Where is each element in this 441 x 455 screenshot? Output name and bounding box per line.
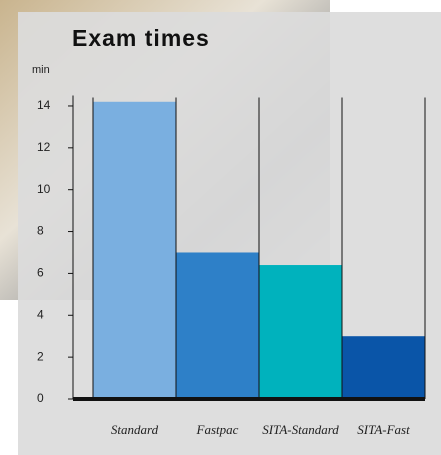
chart: Exam times min 0 2 4 6 8 10 12 14 Standard Fastpa…: [0, 0, 441, 455]
y-axis-label: min: [32, 64, 50, 76]
y-tick-label: 0: [37, 391, 44, 405]
bar: [176, 252, 259, 399]
x-tick-label: Standard: [111, 422, 159, 437]
y-tick-label: 12: [37, 140, 51, 154]
y-tick-label: 10: [37, 182, 51, 196]
x-tick-label: Fastpac: [196, 422, 239, 437]
chart-title: Exam times: [72, 25, 210, 51]
page: {"chart_data": {"type": "bar", "title": …: [0, 0, 441, 455]
y-tick-label: 6: [37, 266, 44, 280]
bar: [259, 265, 342, 399]
x-tick-label: SITA-Standard: [262, 422, 339, 437]
y-tick-label: 14: [37, 98, 51, 112]
bar: [342, 336, 425, 399]
y-tick-label: 2: [37, 349, 44, 363]
x-tick-label: SITA-Fast: [357, 422, 410, 437]
bar: [93, 102, 176, 399]
y-tick-label: 4: [37, 307, 44, 321]
y-tick-label: 8: [37, 224, 44, 238]
